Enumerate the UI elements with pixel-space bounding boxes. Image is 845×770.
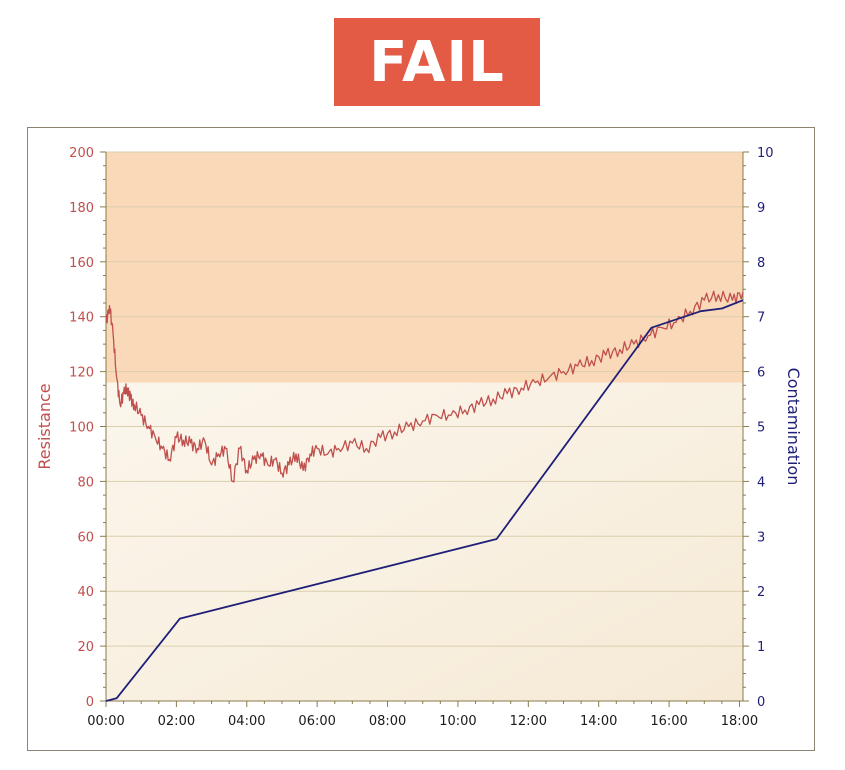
series-line-resistance (105, 290, 744, 483)
left-tick-label: 80 (77, 475, 94, 490)
x-tick-label: 00:00 (87, 714, 124, 729)
left-tick-label: 180 (69, 201, 94, 216)
left-tick-label: 200 (69, 146, 94, 161)
x-tick-label: 08:00 (369, 714, 406, 729)
right-tick-label: 8 (757, 256, 765, 271)
x-tick-label: 04:00 (228, 714, 265, 729)
right-tick-label: 9 (757, 201, 765, 216)
x-tick-label: 10:00 (439, 714, 476, 729)
left-tick-label: 20 (77, 640, 94, 655)
left-tick-label: 0 (86, 695, 94, 710)
right-tick-label: 4 (757, 475, 765, 490)
right-tick-label: 2 (757, 585, 765, 600)
x-tick-label: 16:00 (650, 714, 687, 729)
x-tick-label: 02:00 (158, 714, 195, 729)
safe-zone (106, 382, 743, 701)
left-tick-label: 40 (77, 585, 94, 600)
right-tick-label: 7 (757, 311, 765, 326)
right-tick-label: 6 (757, 366, 765, 381)
fail-zone (106, 152, 743, 383)
x-tick-label: 18:00 (721, 714, 758, 729)
resistance-contamination-chart: 0 20 40 60 80 100 120 140 160 180 200 0 1 2 3 4 5 6 7 8 9 10 0… (35, 146, 803, 729)
right-tick-label: 10 (757, 146, 774, 161)
right-tick-label: 1 (757, 640, 765, 655)
left-tick-label: 160 (69, 256, 94, 271)
left-tick-label: 140 (69, 311, 94, 326)
right-tick-label: 5 (757, 421, 765, 436)
left-tick-label: 120 (69, 366, 94, 381)
left-tick-label: 100 (69, 421, 94, 436)
left-tick-label: 60 (77, 530, 94, 545)
chart-frame: 0 20 40 60 80 100 120 140 160 180 200 0 1 2 3 4 5 6 7 8 9 10 0… (27, 127, 815, 751)
x-tick-label: 12:00 (510, 714, 547, 729)
series-line-contamination (105, 299, 744, 702)
x-tick-label: 14:00 (580, 714, 617, 729)
right-tick-label: 3 (757, 530, 765, 545)
right-axis-title: Contamination (784, 368, 803, 486)
x-tick-label: 06:00 (298, 714, 335, 729)
fail-badge: FAIL (334, 18, 540, 106)
left-axis-title: Resistance (35, 383, 54, 469)
right-tick-label: 0 (757, 695, 765, 710)
